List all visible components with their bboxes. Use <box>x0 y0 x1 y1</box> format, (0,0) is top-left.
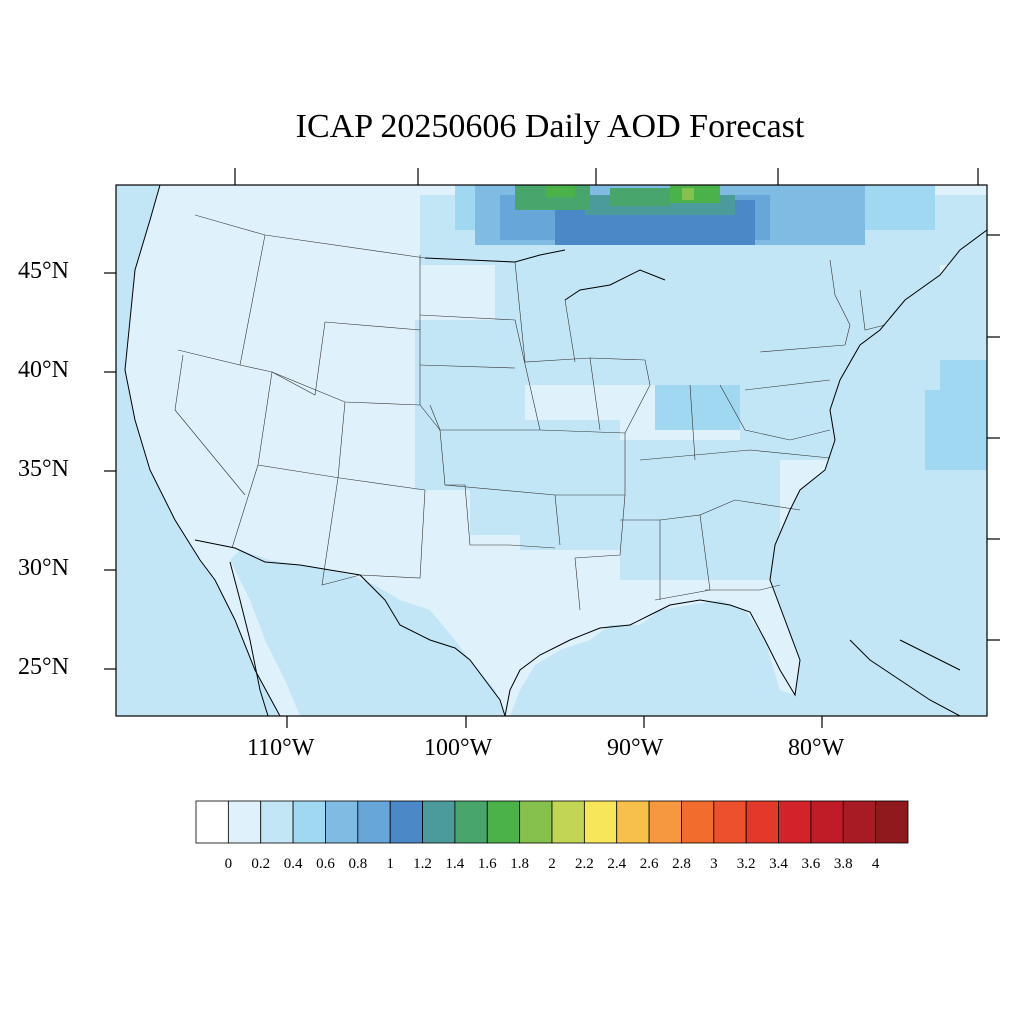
colorbar-label: 3.6 <box>801 856 821 872</box>
colorbar-swatch <box>616 800 650 844</box>
colorbar-label: 2.2 <box>574 856 594 872</box>
colorbar-label: 0.8 <box>348 856 368 872</box>
colorbar-label: 3.8 <box>833 856 853 872</box>
colorbar-swatch <box>810 800 844 844</box>
colorbar-swatch <box>551 800 585 844</box>
colorbar-swatch <box>842 800 877 844</box>
colorbar-label: 1.4 <box>445 856 465 872</box>
colorbar-label: 1.8 <box>510 856 529 872</box>
colorbar-label: 3.2 <box>736 856 756 872</box>
colorbar-swatch <box>422 800 456 844</box>
colorbar-label: 2 <box>548 856 556 872</box>
colorbar-swatch <box>713 800 747 844</box>
lat-label-40: 40°N <box>18 357 69 383</box>
lat-label-25: 25°N <box>18 654 69 680</box>
colorbar-label: 2.8 <box>672 856 691 872</box>
smoke-plume <box>455 185 935 245</box>
colorbar-swatch <box>745 800 779 844</box>
colorbar-swatch <box>292 800 326 844</box>
colorbar-swatch <box>260 800 294 844</box>
colorbar-swatch <box>519 800 553 844</box>
lon-label-90: 90°W <box>607 735 664 761</box>
colorbar-label: 0.6 <box>316 856 335 872</box>
lon-label-80: 80°W <box>788 735 845 761</box>
map-frame <box>115 184 988 717</box>
colorbar-swatch <box>648 800 682 844</box>
colorbar-label: 3 <box>710 856 718 872</box>
colorbar-label: 1.2 <box>413 856 432 872</box>
colorbar-label: 0 <box>224 856 233 872</box>
colorbar-swatch <box>357 800 391 844</box>
lon-label-100: 100°W <box>424 735 493 761</box>
axis-ticks <box>104 168 1000 728</box>
colorbar-label: 0.2 <box>251 856 271 872</box>
colorbar-swatch <box>681 800 715 844</box>
colorbar-swatch <box>227 800 262 844</box>
colorbar-label: 2.6 <box>639 856 659 872</box>
colorbar-swatch <box>454 800 488 844</box>
colorbar-label: 4 <box>871 856 880 872</box>
aod-colorbar <box>195 800 909 844</box>
colorbar-swatch <box>325 800 359 844</box>
colorbar-swatch <box>195 800 229 844</box>
colorbar-swatch <box>389 800 423 844</box>
lon-label-110: 110°W <box>247 735 315 761</box>
colorbar-label: 1 <box>386 856 394 872</box>
colorbar-label: 3.4 <box>769 856 788 872</box>
colorbar-swatch <box>486 800 521 844</box>
coastlines <box>124 185 987 716</box>
colorbar-swatch <box>875 800 909 844</box>
colorbar-label: 0.4 <box>283 856 303 872</box>
colorbar-swatch <box>778 800 812 844</box>
colorbar-swatch <box>583 800 618 844</box>
lat-label-35: 35°N <box>18 456 69 482</box>
lat-label-45: 45°N <box>18 258 69 284</box>
lat-label-30: 30°N <box>18 555 69 581</box>
colorbar-label: 2.4 <box>607 856 627 872</box>
map-title: ICAP 20250606 Daily AOD Forecast <box>295 108 805 145</box>
colorbar-label: 1.6 <box>477 856 497 872</box>
